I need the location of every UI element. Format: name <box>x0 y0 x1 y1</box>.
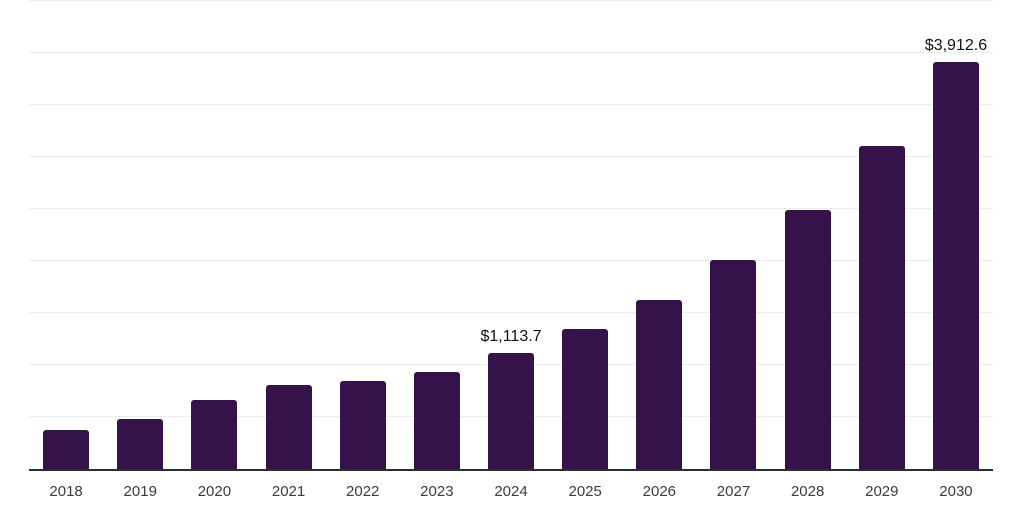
x-tick-2018: 2018 <box>49 483 83 500</box>
gridline-2000 <box>29 260 993 261</box>
data-label-2030: $3,912.6 <box>924 37 988 55</box>
bar-slot-2022 <box>326 1 400 469</box>
bar-2020 <box>191 399 238 469</box>
gridline-4500 <box>29 0 993 1</box>
bar-slot-2018 <box>29 1 103 469</box>
x-tick-2020: 2020 <box>197 483 232 500</box>
x-tick-2024: 2024 <box>494 483 528 500</box>
x-axis-labels: 2018 2019 2020 2021 2022 2023 2024 2025 2026 2027… <box>29 471 993 499</box>
gridline-3500 <box>29 104 993 105</box>
bar-slot-2020 <box>177 1 251 469</box>
bar-slot-2025 <box>548 1 622 469</box>
bar-slot-2026 <box>622 1 696 469</box>
bar-slot-2029 <box>845 1 919 469</box>
bar-2018 <box>43 430 90 469</box>
x-tick-2028: 2028 <box>790 483 825 500</box>
bar-2027 <box>710 260 757 469</box>
bar-slot-2030: $3,912.6 <box>919 1 993 469</box>
bars-row: $1,113.7 $3,912.6 <box>29 1 993 469</box>
x-tick-2029: 2029 <box>865 483 899 500</box>
bar-2030 <box>932 62 979 469</box>
bar-2021 <box>265 385 312 469</box>
bar-2029 <box>858 146 905 469</box>
bar-2019 <box>117 419 164 469</box>
bar-2022 <box>339 380 386 469</box>
bar-slot-2027 <box>696 1 770 469</box>
bar-slot-2021 <box>251 1 325 469</box>
x-tick-2027: 2027 <box>716 483 751 500</box>
bar-slot-2024: $1,113.7 <box>474 1 548 469</box>
bar-2025 <box>562 328 609 469</box>
gridline-2500 <box>29 208 993 209</box>
data-label-2024: $1,113.7 <box>480 328 542 346</box>
x-tick-2030: 2030 <box>939 483 973 500</box>
gridline-4000 <box>29 52 993 53</box>
bar-slot-2023 <box>400 1 474 469</box>
bar-slot-2019 <box>103 1 177 469</box>
x-axis-line <box>29 469 993 471</box>
x-tick-2022: 2022 <box>346 483 380 500</box>
bar-2026 <box>636 299 683 469</box>
x-tick-2026: 2026 <box>642 483 677 500</box>
plot-area: $1,113.7 $3,912.6 <box>29 0 993 471</box>
x-tick-2023: 2023 <box>420 483 454 500</box>
bar-2023 <box>413 372 460 469</box>
gridline-3000 <box>29 156 993 157</box>
x-tick-2025: 2025 <box>568 483 602 500</box>
bar-2028 <box>784 209 831 469</box>
x-tick-2021: 2021 <box>271 483 306 500</box>
x-tick-2019: 2019 <box>123 483 157 500</box>
bar-slot-2028 <box>771 1 845 469</box>
gridline-1500 <box>29 312 993 313</box>
bar-2024 <box>488 353 535 469</box>
